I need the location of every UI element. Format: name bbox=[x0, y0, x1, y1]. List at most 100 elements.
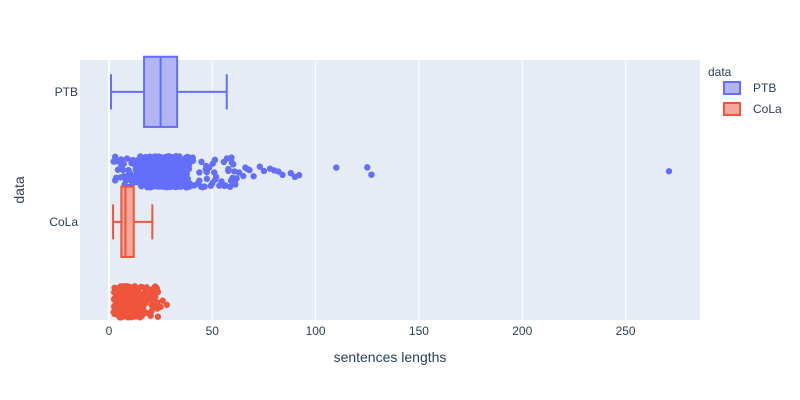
x-tick-label: 250 bbox=[616, 324, 636, 338]
data-point bbox=[179, 157, 187, 165]
data-point bbox=[198, 158, 205, 166]
data-point bbox=[155, 153, 162, 160]
data-point bbox=[137, 153, 144, 160]
outlier-point bbox=[256, 163, 263, 170]
legend-swatch bbox=[723, 102, 741, 116]
legend[interactable]: data PTB CoLa bbox=[708, 65, 782, 116]
data-point bbox=[168, 157, 175, 164]
data-point bbox=[141, 289, 149, 296]
outlier-point bbox=[246, 166, 253, 174]
tick-label-layer: 0 50 100 150 200 250 PTB CoLa bbox=[49, 85, 636, 338]
data-point bbox=[136, 178, 144, 186]
data-point bbox=[116, 302, 124, 310]
x-tick-label: 0 bbox=[106, 324, 113, 338]
data-point bbox=[172, 183, 179, 191]
data-point bbox=[164, 170, 171, 177]
data-point bbox=[118, 157, 125, 165]
data-point bbox=[154, 313, 162, 320]
data-point bbox=[143, 284, 150, 291]
data-point bbox=[176, 153, 183, 160]
data-point bbox=[153, 299, 161, 306]
data-point bbox=[216, 182, 223, 189]
data-point bbox=[144, 156, 151, 164]
data-point bbox=[189, 154, 196, 161]
data-point bbox=[228, 154, 235, 161]
data-point bbox=[197, 183, 205, 190]
grid-layer bbox=[107, 60, 627, 320]
data-point bbox=[124, 176, 131, 183]
data-point bbox=[232, 181, 239, 188]
outlier-point bbox=[279, 171, 286, 179]
data-point bbox=[154, 159, 161, 166]
data-layer bbox=[110, 55, 673, 321]
data-point bbox=[220, 158, 228, 166]
data-point bbox=[155, 171, 162, 178]
data-point bbox=[167, 163, 175, 170]
data-point bbox=[152, 283, 159, 290]
data-point bbox=[148, 307, 155, 315]
data-point bbox=[170, 173, 178, 181]
data-point bbox=[196, 169, 203, 176]
y-tick-label: CoLa bbox=[49, 215, 78, 229]
data-point bbox=[141, 299, 148, 306]
data-point bbox=[118, 165, 125, 172]
data-point bbox=[110, 303, 118, 310]
legend-swatch bbox=[723, 81, 741, 95]
outlier-point bbox=[157, 303, 164, 311]
data-point bbox=[156, 181, 163, 189]
legend-title: data bbox=[708, 65, 732, 79]
data-point bbox=[141, 163, 148, 171]
data-point bbox=[112, 174, 120, 182]
data-point bbox=[135, 310, 143, 318]
x-tick-label: 200 bbox=[512, 324, 532, 338]
data-point bbox=[228, 159, 236, 166]
data-point bbox=[148, 177, 155, 185]
outlier-point bbox=[250, 173, 257, 180]
data-point bbox=[128, 288, 135, 295]
x-axis-label: sentences lengths bbox=[334, 349, 447, 365]
outlier-point bbox=[665, 168, 673, 175]
outlier-point bbox=[368, 171, 375, 178]
data-point bbox=[184, 180, 191, 187]
data-point bbox=[225, 167, 232, 175]
legend-items[interactable]: PTB CoLa bbox=[723, 81, 782, 116]
x-tick-label: 150 bbox=[409, 324, 429, 338]
data-point bbox=[110, 158, 117, 165]
outlier-point bbox=[159, 297, 166, 304]
outlier-point bbox=[295, 171, 303, 179]
outlier-point bbox=[260, 167, 268, 175]
plot-area bbox=[80, 60, 700, 320]
series-ptb bbox=[110, 55, 673, 191]
data-point bbox=[130, 302, 137, 309]
data-point bbox=[125, 300, 132, 307]
data-point bbox=[163, 179, 170, 186]
legend-label: PTB bbox=[753, 81, 776, 95]
series-cola bbox=[110, 185, 170, 321]
data-point bbox=[155, 176, 163, 183]
data-point bbox=[130, 157, 138, 165]
box-iqr bbox=[120, 185, 135, 258]
legend-item-cola[interactable]: CoLa bbox=[723, 102, 782, 116]
data-point bbox=[226, 183, 234, 190]
data-point bbox=[115, 296, 122, 303]
data-point bbox=[149, 293, 156, 301]
outlier-point bbox=[240, 172, 247, 180]
data-point bbox=[177, 167, 184, 174]
outlier-point bbox=[364, 164, 371, 171]
data-point bbox=[211, 169, 218, 176]
legend-item-ptb[interactable]: PTB bbox=[723, 81, 776, 95]
outlier-point bbox=[333, 164, 340, 171]
data-point bbox=[212, 176, 219, 183]
data-point bbox=[203, 175, 211, 183]
y-tick-label: PTB bbox=[55, 85, 78, 99]
data-point bbox=[229, 174, 236, 182]
legend-label: CoLa bbox=[753, 102, 782, 116]
outlier-point bbox=[287, 169, 294, 177]
data-point bbox=[141, 170, 148, 178]
outlier-point bbox=[163, 301, 170, 308]
data-point bbox=[136, 290, 143, 297]
x-tick-label: 50 bbox=[206, 324, 220, 338]
x-tick-label: 100 bbox=[306, 324, 326, 338]
data-point bbox=[206, 164, 213, 171]
